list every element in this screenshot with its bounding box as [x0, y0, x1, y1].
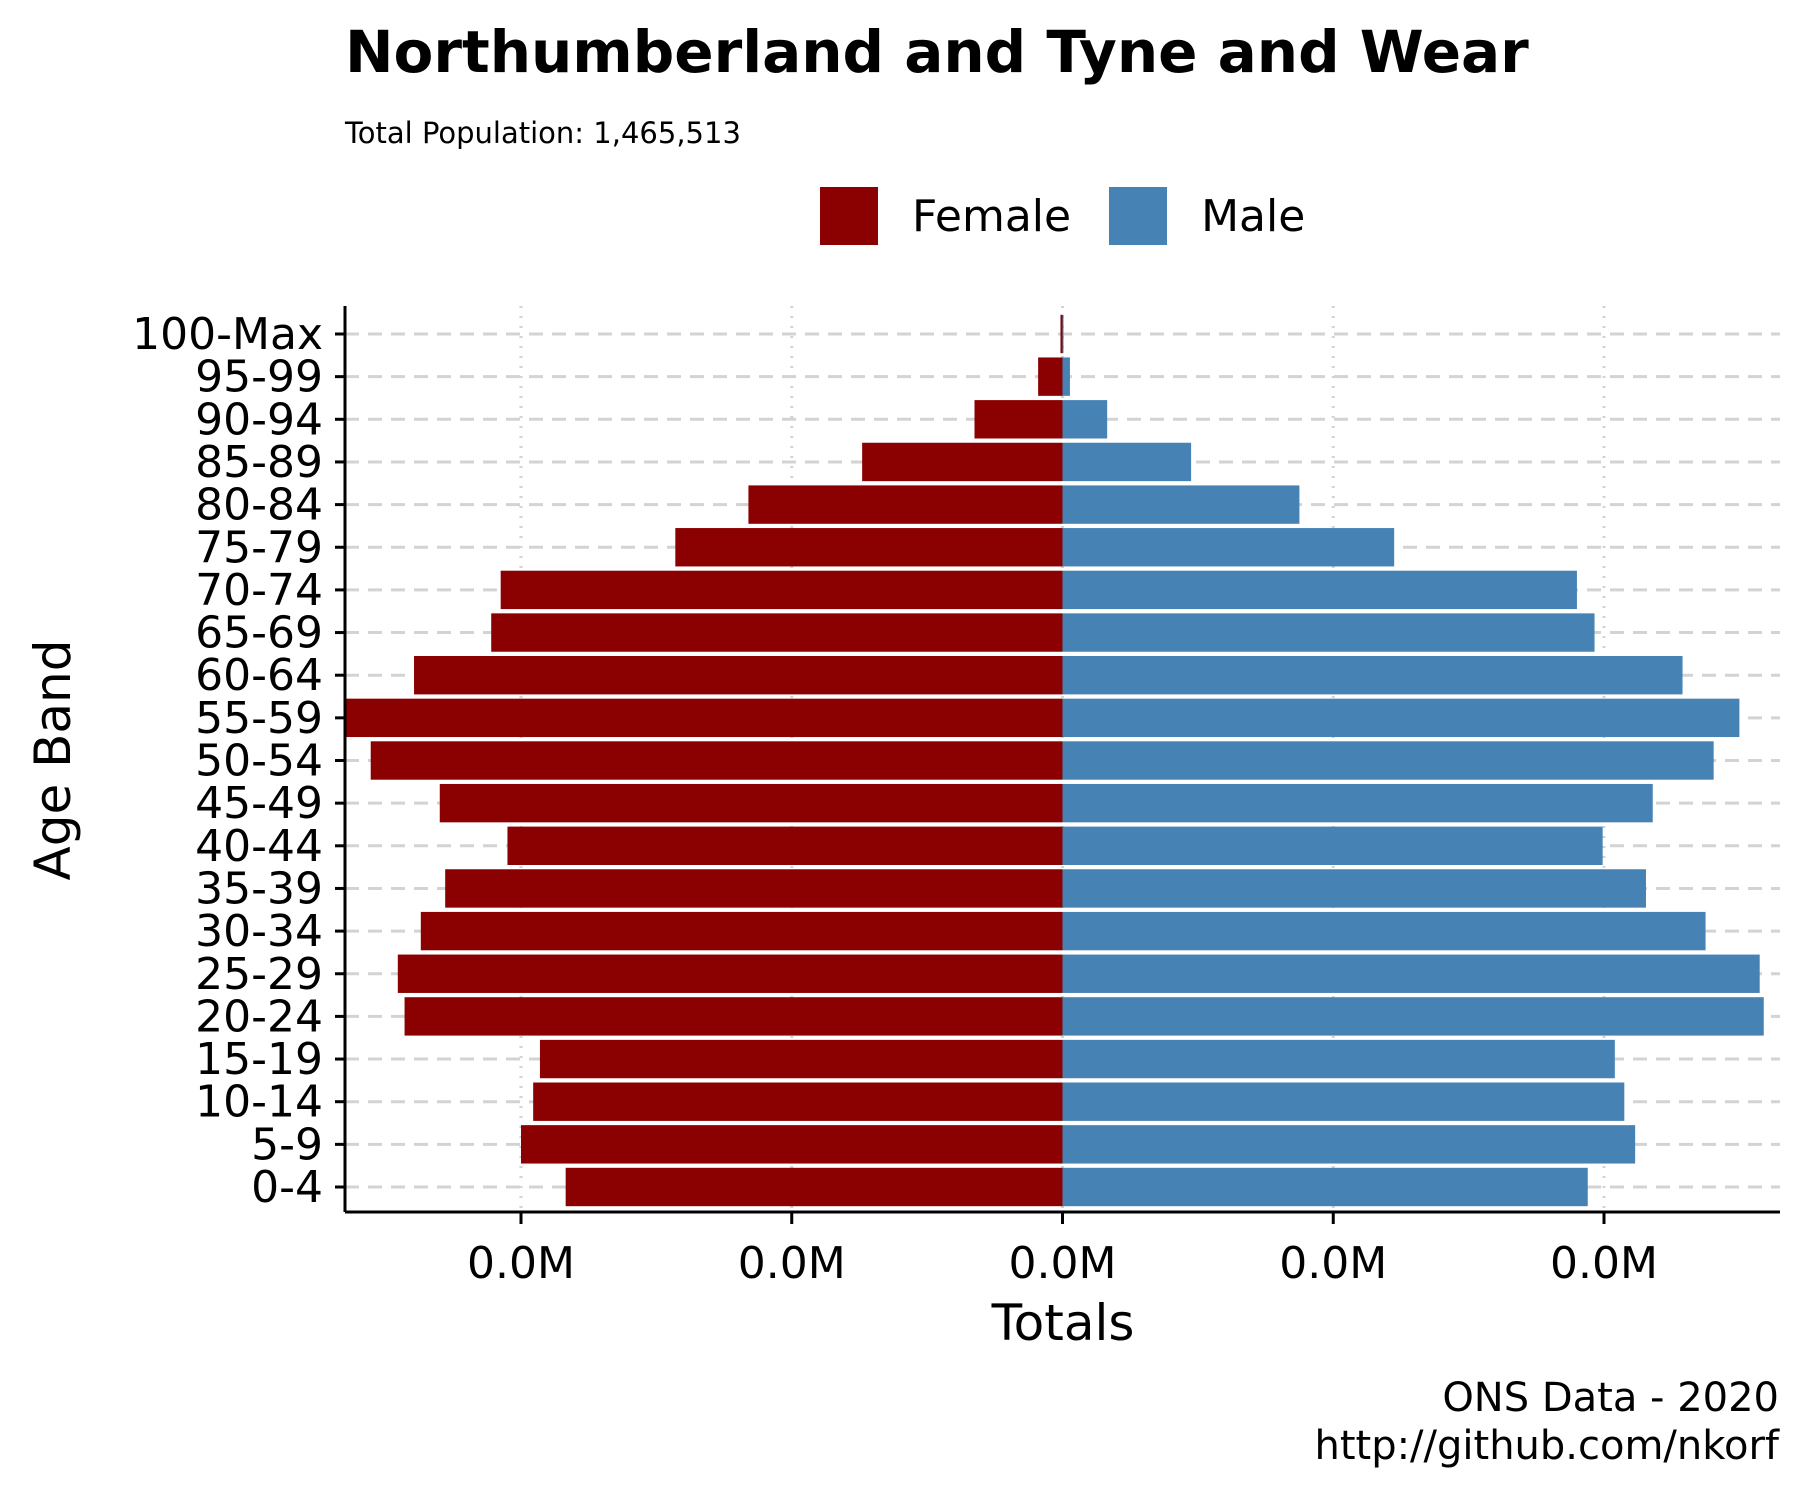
- y-axis-label: Age Band: [24, 640, 82, 881]
- y-tick-label: 25-29: [195, 949, 323, 1000]
- bar-female-85-89: [862, 442, 1063, 482]
- legend: Female Male: [820, 186, 1343, 246]
- y-tick-label: 0-4: [251, 1162, 323, 1213]
- bar-female-75-79: [675, 528, 1063, 567]
- y-tick-label: 5-9: [251, 1119, 323, 1170]
- bar-male-80-84: [1062, 485, 1300, 524]
- x-tick-label: 0.0M: [467, 1238, 575, 1289]
- bar-female-0-4: [565, 1167, 1063, 1207]
- bar-male-95-99: [1062, 357, 1070, 396]
- y-tick-label: 15-19: [195, 1034, 323, 1085]
- y-tick-label: 65-69: [195, 608, 323, 659]
- caption-url: http://github.com/nkorf: [1314, 1423, 1779, 1469]
- bar-female-50-54: [370, 741, 1063, 780]
- y-tick-label: 45-49: [195, 778, 323, 829]
- bar-female-25-29: [397, 954, 1063, 993]
- bar-male-75-79: [1062, 528, 1395, 567]
- bar-female-15-19: [539, 1039, 1063, 1079]
- y-tick-label: 30-34: [195, 906, 323, 957]
- bar-female-95-99: [1038, 357, 1063, 396]
- bar-male-5-9: [1062, 1125, 1636, 1164]
- bar-female-20-24: [404, 997, 1063, 1036]
- y-tick-label: 90-94: [195, 394, 323, 445]
- bar-male-35-39: [1062, 869, 1646, 908]
- bar-male-20-24: [1062, 997, 1764, 1036]
- caption-source: ONS Data - 2020: [1442, 1375, 1779, 1421]
- bar-female-5-9: [520, 1125, 1063, 1164]
- y-tick-label: 80-84: [195, 480, 323, 531]
- x-tick-label: 0.0M: [1279, 1238, 1387, 1289]
- bar-female-100-Max: [1060, 314, 1063, 354]
- legend-swatch-female: [820, 187, 878, 245]
- y-tick-label: 100-Max: [132, 309, 323, 360]
- y-tick-label: 95-99: [195, 352, 323, 403]
- bar-female-60-64: [414, 656, 1063, 695]
- bar-male-70-74: [1062, 570, 1577, 610]
- x-tick-label: 0.0M: [738, 1238, 846, 1289]
- bar-male-100-Max: [1062, 314, 1064, 354]
- bar-male-0-4: [1062, 1167, 1588, 1207]
- legend-item-male: Male: [1109, 187, 1305, 245]
- y-tick-label: 40-44: [195, 821, 323, 872]
- bar-male-60-64: [1062, 656, 1683, 695]
- bar-male-85-89: [1062, 442, 1192, 482]
- y-tick-label: 50-54: [195, 736, 323, 787]
- bar-female-30-34: [420, 911, 1063, 951]
- y-tick-label: 55-59: [195, 693, 323, 744]
- bar-female-70-74: [500, 570, 1063, 610]
- bar-male-40-44: [1062, 826, 1603, 865]
- chart-subtitle: Total Population: 1,465,513: [345, 116, 741, 150]
- bar-female-90-94: [974, 400, 1063, 439]
- bar-female-35-39: [445, 869, 1063, 908]
- y-tick-label: 75-79: [195, 522, 323, 573]
- bar-male-10-14: [1062, 1082, 1625, 1121]
- y-tick-label: 10-14: [195, 1077, 323, 1128]
- bar-female-45-49: [439, 783, 1063, 823]
- chart-title: Northumberland and Tyne and Wear: [345, 18, 1529, 86]
- bar-male-55-59: [1062, 698, 1740, 738]
- caption: ONS Data - 2020 http://github.com/nkorf: [1314, 1374, 1779, 1470]
- bar-male-65-69: [1062, 613, 1595, 652]
- bar-male-90-94: [1062, 400, 1108, 439]
- x-tick-label: 0.0M: [1009, 1238, 1117, 1289]
- bar-female-65-69: [491, 613, 1063, 652]
- y-tick-label: 20-24: [195, 991, 323, 1042]
- y-tick-label: 35-39: [195, 863, 323, 914]
- bar-female-40-44: [507, 826, 1063, 865]
- bar-male-15-19: [1062, 1039, 1615, 1079]
- bar-male-25-29: [1062, 954, 1760, 993]
- x-tick-label: 0.0M: [1550, 1238, 1658, 1289]
- legend-item-female: Female: [820, 187, 1071, 245]
- y-tick-label: 60-64: [195, 650, 323, 701]
- legend-swatch-male: [1109, 187, 1168, 245]
- bar-male-30-34: [1062, 911, 1706, 951]
- legend-label-male: Male: [1201, 190, 1306, 242]
- x-axis-label: Totals: [991, 1294, 1135, 1352]
- y-tick-label: 70-74: [195, 565, 323, 616]
- bar-female-55-59: [343, 698, 1063, 738]
- bar-female-80-84: [748, 485, 1063, 524]
- legend-label-female: Female: [912, 190, 1072, 242]
- bar-male-45-49: [1062, 783, 1653, 823]
- bar-female-10-14: [533, 1082, 1063, 1121]
- y-tick-label: 85-89: [195, 437, 323, 488]
- bar-male-50-54: [1062, 741, 1714, 780]
